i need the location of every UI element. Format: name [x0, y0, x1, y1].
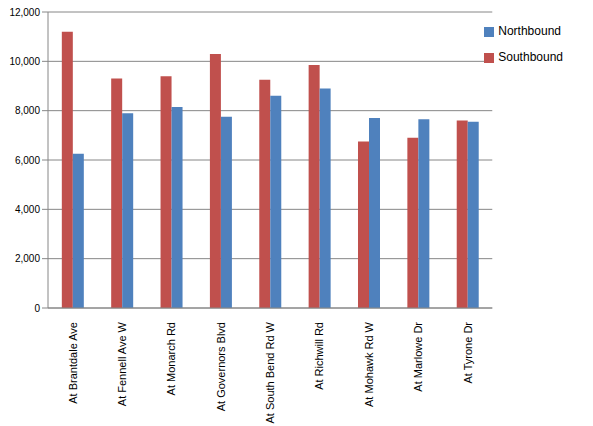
svg-text:At Governors Blvd: At Governors Blvd	[215, 322, 227, 411]
svg-text:0: 0	[34, 303, 40, 314]
svg-text:10,000: 10,000	[9, 56, 40, 67]
svg-text:At Brantdale Ave: At Brantdale Ave	[67, 322, 79, 404]
svg-text:6,000: 6,000	[15, 155, 40, 166]
svg-text:12,000: 12,000	[9, 7, 40, 18]
svg-text:At Monarch Rd: At Monarch Rd	[165, 322, 177, 395]
svg-text:4,000: 4,000	[15, 204, 40, 215]
svg-text:At Marlowe Dr: At Marlowe Dr	[412, 322, 424, 392]
svg-text:At Mohawk Rd W: At Mohawk Rd W	[363, 321, 375, 407]
svg-text:At Tyrone Dr: At Tyrone Dr	[462, 322, 474, 384]
html-text:Northbound: Northbound	[498, 24, 561, 38]
svg-text:At Richwill Rd: At Richwill Rd	[313, 322, 325, 390]
svg-text:At Fennell Ave W: At Fennell Ave W	[116, 321, 128, 406]
html-text:Southbound: Southbound	[498, 50, 563, 64]
svg-text:2,000: 2,000	[15, 253, 40, 264]
svg-text:8,000: 8,000	[15, 105, 40, 116]
svg-text:At South Bend Rd W: At South Bend Rd W	[264, 321, 276, 423]
